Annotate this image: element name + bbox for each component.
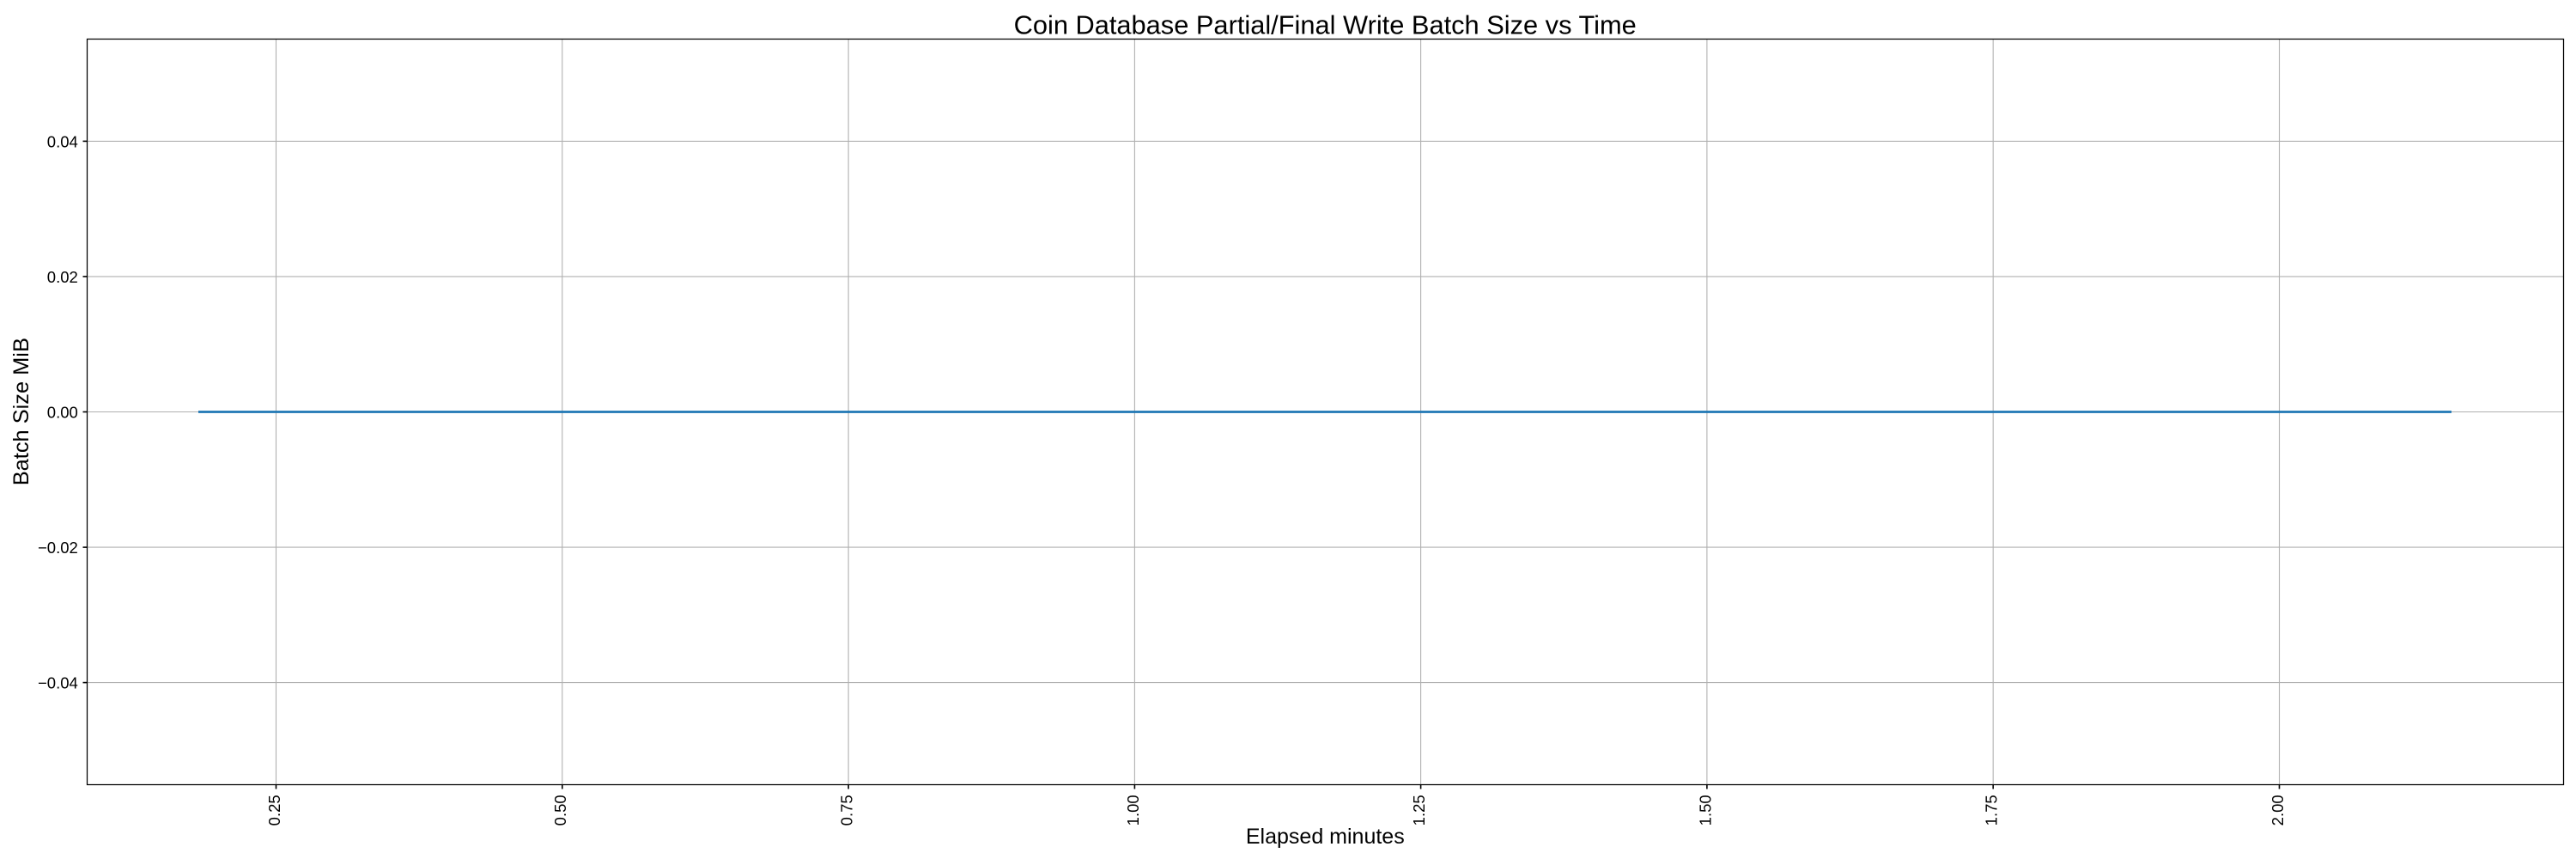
svg-text:0.02: 0.02 (47, 268, 78, 286)
svg-text:1.50: 1.50 (1696, 795, 1714, 825)
svg-text:1.00: 1.00 (1124, 795, 1142, 825)
svg-text:Batch Size MiB: Batch Size MiB (9, 338, 33, 485)
svg-text:1.75: 1.75 (1983, 795, 2001, 825)
svg-text:0.75: 0.75 (838, 795, 856, 825)
svg-text:−0.04: −0.04 (38, 674, 78, 692)
svg-text:0.50: 0.50 (551, 795, 569, 825)
svg-text:0.25: 0.25 (265, 795, 283, 825)
svg-text:2.00: 2.00 (2269, 795, 2287, 825)
svg-text:Elapsed minutes: Elapsed minutes (1246, 825, 1405, 849)
svg-text:1.25: 1.25 (1410, 795, 1428, 825)
svg-text:−0.02: −0.02 (38, 539, 78, 557)
svg-text:0.04: 0.04 (47, 133, 78, 151)
svg-text:Coin Database Partial/Final Wr: Coin Database Partial/Final Write Batch … (1014, 9, 1637, 40)
svg-text:0.00: 0.00 (47, 404, 78, 422)
